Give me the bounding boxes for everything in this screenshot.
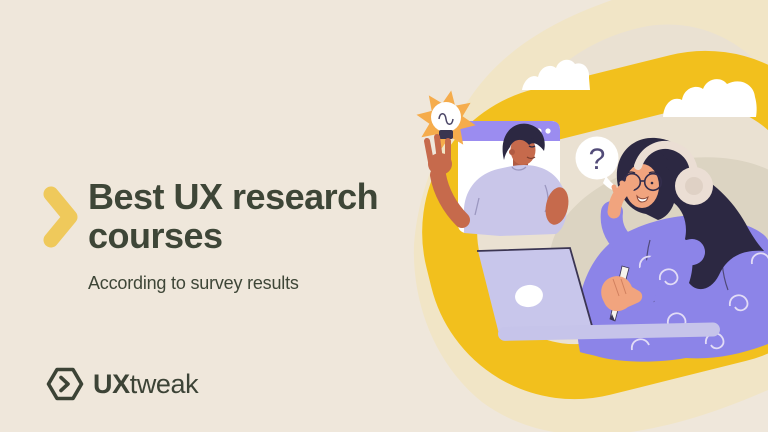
brand-name-bold: UX: [93, 368, 130, 399]
title-line-1: Best UX research: [88, 176, 379, 217]
man-arm-down: [545, 187, 569, 225]
brand-logo: UXtweak: [46, 366, 199, 402]
man-arm-raised: [430, 167, 470, 228]
woman-face: [625, 164, 659, 208]
laptop-screen-edge: [476, 247, 595, 334]
woman-fringe: [624, 149, 671, 177]
woman-cheek-fingers: [611, 178, 634, 201]
bubble-circle: [575, 136, 619, 180]
title-line-2: courses: [88, 215, 223, 256]
laptop-logo: [515, 284, 543, 308]
cloud-icon: [522, 59, 590, 90]
page-subtitle: According to survey results: [88, 273, 299, 293]
browser-dot-icon: [545, 128, 551, 134]
glasses-lens: [643, 172, 663, 192]
brand-logo-text: UXtweak: [93, 368, 199, 400]
laptop: [476, 247, 720, 341]
question-bubble: ?: [575, 136, 629, 193]
bubble-tail: [603, 176, 629, 193]
laptop-base: [497, 322, 720, 341]
writing-sleeve-swirl: [659, 268, 679, 286]
man-face-details: [528, 138, 537, 148]
woman-eye: [650, 181, 654, 185]
brand-name-regular: tweak: [129, 368, 199, 399]
man-ear: [509, 149, 515, 155]
man-hair: [502, 123, 545, 160]
woman-smile: [636, 194, 649, 203]
page-title: Best UX research courses: [88, 176, 379, 256]
man-shirt: [464, 164, 568, 236]
chevron-icon: [43, 186, 78, 248]
writing-hand: [601, 276, 643, 312]
pen-tip: [610, 314, 615, 321]
lightbulb-base: [439, 130, 453, 139]
lightbulb-filament: [438, 113, 454, 125]
man-presenter: [416, 90, 569, 236]
logo-hexagon-icon: [46, 367, 84, 401]
woman-writing-sleeve: [629, 239, 705, 309]
question-mark: ?: [589, 143, 606, 176]
cloud-icon: [663, 79, 757, 117]
woman-writing-hand: [601, 265, 643, 322]
headphones-cup-inner: [685, 177, 703, 195]
headphones-band: [634, 140, 698, 176]
man-smile: [526, 156, 536, 160]
writing-hand-fingers: [612, 278, 627, 297]
man-hand-fingers: [424, 134, 451, 165]
